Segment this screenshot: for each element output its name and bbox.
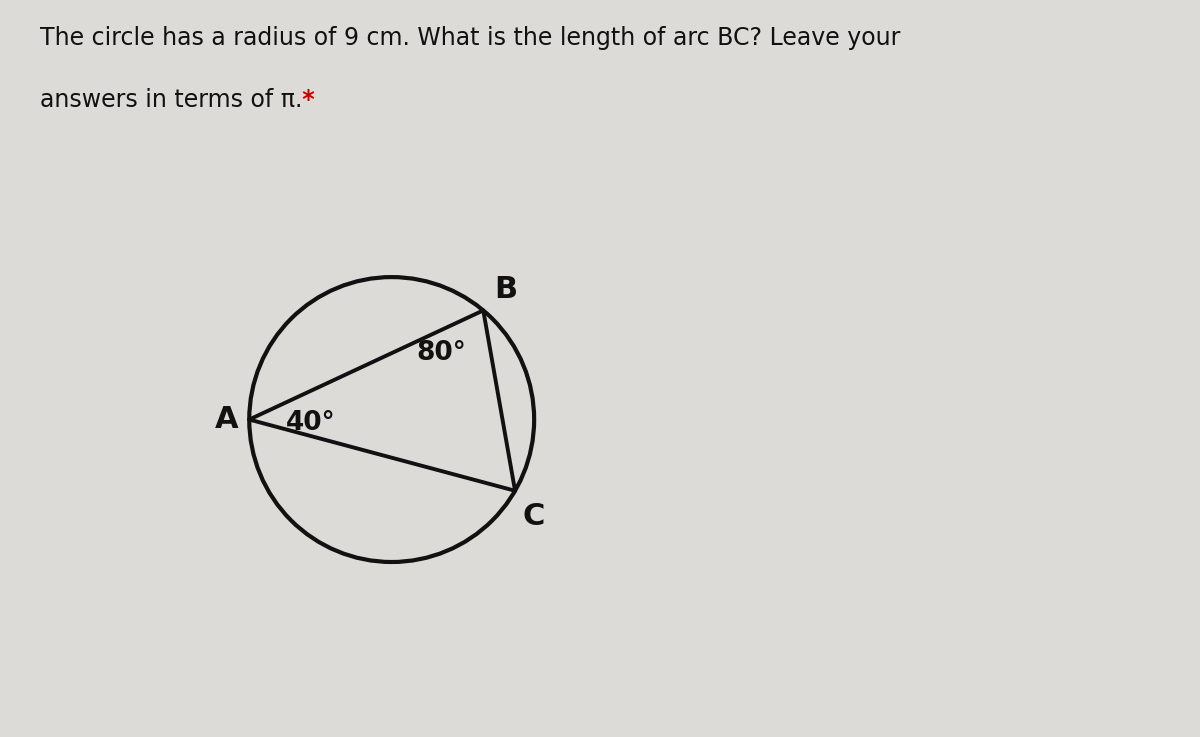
Text: B: B	[494, 275, 517, 304]
Text: answers in terms of π.: answers in terms of π.	[40, 88, 302, 113]
Text: A: A	[215, 405, 239, 434]
Text: 80°: 80°	[416, 340, 466, 366]
Text: The circle has a radius of 9 cm. What is the length of arc BC? Leave your: The circle has a radius of 9 cm. What is…	[40, 26, 900, 50]
Text: C: C	[523, 502, 545, 531]
Text: *: *	[294, 88, 314, 113]
Text: 40°: 40°	[287, 411, 336, 436]
